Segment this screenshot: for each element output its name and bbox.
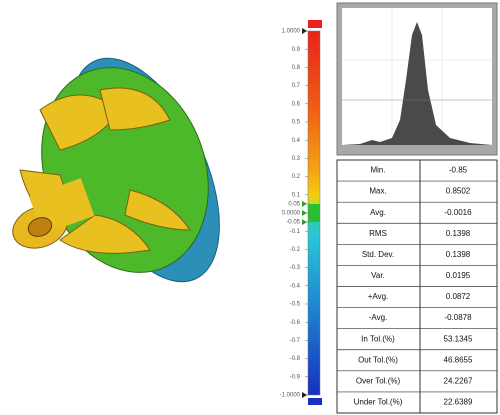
stat-value: 0.0872 — [446, 292, 471, 301]
under-range — [308, 398, 322, 405]
scale-marker — [302, 210, 307, 216]
scale-label: 0.0000 — [282, 211, 301, 217]
stat-value: 53.1345 — [444, 334, 473, 343]
screen: 1.0000 0.9 0.8 0.7 0.6 0.5 0.4 0.3 0.2 0.1 0.05 0.0… — [0, 0, 500, 415]
stat-label: Max. — [369, 187, 386, 196]
stat-label: Under Tol.(%) — [354, 398, 403, 407]
scale-label: -0.8 — [290, 356, 301, 362]
page: 1.0000 0.9 0.8 0.7 0.6 0.5 0.4 0.3 0.2 0.1 0.05 0.0… — [0, 0, 500, 415]
over-range — [308, 20, 322, 28]
scale-ticks: 1.0000 0.9 0.8 0.7 0.6 0.5 0.4 0.3 0.2 0.1 0.05 0.0… — [280, 28, 308, 399]
scale-label: -0.9 — [290, 374, 301, 380]
scale-marker — [302, 392, 307, 398]
scale-marker — [302, 28, 307, 34]
stat-value: 0.1398 — [446, 250, 471, 259]
scale-label: 0.1 — [292, 192, 301, 198]
stat-value: -0.0016 — [444, 208, 472, 217]
scale-label: 0.05 — [288, 201, 300, 207]
scale-label: -0.7 — [290, 338, 301, 344]
stat-label: Std. Dev. — [362, 250, 394, 259]
scale-label: -0.1 — [290, 229, 301, 235]
scale-label: 0.4 — [292, 138, 301, 144]
scale-label: -0.5 — [290, 302, 301, 308]
stat-value: 0.1398 — [446, 229, 471, 238]
stat-label: In Tol.(%) — [361, 334, 395, 343]
stat-label: Avg. — [370, 208, 386, 217]
scale-marker — [302, 201, 307, 207]
scale-label: 0.8 — [292, 65, 301, 71]
stat-label: Min. — [370, 166, 385, 175]
stat-value: 0.8502 — [446, 187, 471, 196]
stat-value: -0.85 — [449, 166, 468, 175]
scale-label: 0.6 — [292, 101, 301, 107]
scale-label: 0.2 — [292, 174, 301, 180]
stat-value: 46.8655 — [444, 355, 473, 364]
scale-label: 0.5 — [292, 120, 301, 126]
stat-label: Out Tol.(%) — [358, 355, 398, 364]
stat-label: Var. — [371, 271, 385, 280]
scale-label: -0.2 — [290, 247, 301, 253]
color-bar — [308, 31, 320, 395]
scale-label: 0.3 — [292, 156, 301, 162]
histogram — [337, 3, 497, 155]
stat-label: +Avg. — [368, 292, 389, 301]
scale-label: -0.4 — [290, 283, 301, 289]
stat-value: 24.2267 — [444, 376, 473, 385]
scale-label: -1.0000 — [280, 393, 301, 399]
scale-label: -0.3 — [290, 265, 301, 271]
stats-table: Min. -0.85 Max. 0.8502 Avg. -0.0016 RMS 0.1398 S… — [337, 160, 497, 413]
scale-marker — [302, 219, 307, 225]
stat-value: 22.6389 — [444, 398, 473, 407]
stat-value: -0.0878 — [444, 313, 472, 322]
part-model — [7, 36, 250, 304]
scale-label: 0.7 — [292, 83, 301, 89]
scale-label: 0.9 — [292, 47, 301, 53]
scale-label: -0.05 — [286, 220, 300, 226]
stat-label: -Avg. — [369, 313, 388, 322]
scale-label: -0.6 — [290, 320, 301, 326]
stat-label: Over Tol.(%) — [356, 376, 401, 385]
stat-value: 0.0195 — [446, 271, 471, 280]
stat-label: RMS — [369, 229, 387, 238]
scale-label: 1.0000 — [282, 29, 301, 35]
